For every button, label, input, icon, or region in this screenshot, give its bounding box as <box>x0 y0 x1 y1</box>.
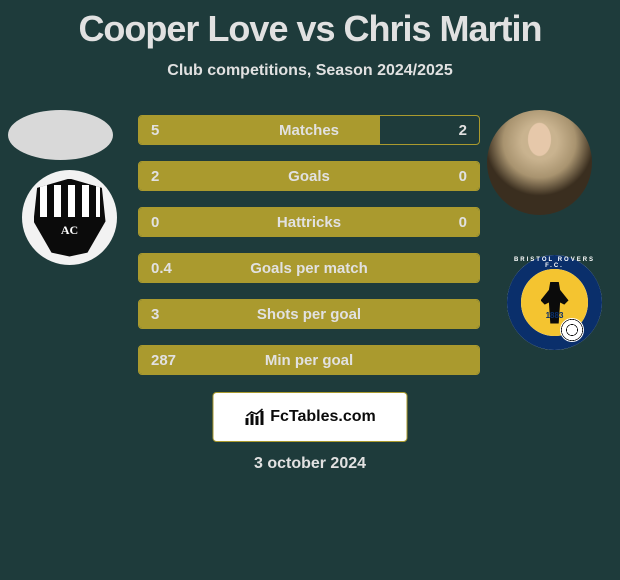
team-badge-left <box>22 170 117 265</box>
stat-left-value: 0.4 <box>139 254 479 282</box>
team-badge-right: 1883 <box>507 255 602 350</box>
attribution-text: FcTables.com <box>270 408 376 426</box>
stat-row: 00Hattricks <box>138 207 480 237</box>
stat-left-value: 287 <box>139 346 479 374</box>
player-right-avatar <box>487 110 592 215</box>
stat-left-value: 3 <box>139 300 479 328</box>
player-left-avatar <box>8 110 113 160</box>
stat-row: 52Matches <box>138 115 480 145</box>
stat-row: 3Shots per goal <box>138 299 480 329</box>
stat-row: 20Goals <box>138 161 480 191</box>
stat-row: 287Min per goal <box>138 345 480 375</box>
chart-icon <box>244 408 266 426</box>
page-title: Cooper Love vs Chris Martin <box>0 0 620 50</box>
attribution-badge: FcTables.com <box>213 392 408 442</box>
stat-bars: 52Matches 20Goals 00Hattricks 0.4Goals per … <box>138 115 480 391</box>
date-label: 3 october 2024 <box>0 455 620 473</box>
stat-left-value: 0 <box>139 208 479 236</box>
stat-left-value: 5 <box>139 116 380 144</box>
stat-row: 0.4Goals per match <box>138 253 480 283</box>
stat-right-value: 0 <box>467 208 479 236</box>
stat-right-value: 0 <box>467 162 479 190</box>
stat-right-value: 2 <box>380 116 479 144</box>
stat-right-value <box>467 300 479 328</box>
stat-right-value <box>467 254 479 282</box>
stat-left-value: 2 <box>139 162 479 190</box>
subtitle: Club competitions, Season 2024/2025 <box>0 62 620 80</box>
stat-right-value <box>467 346 479 374</box>
